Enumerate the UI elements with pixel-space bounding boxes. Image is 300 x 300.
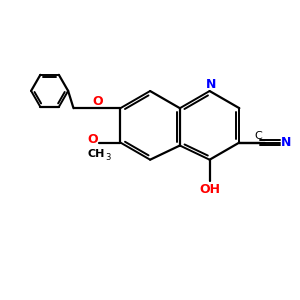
- Text: 3: 3: [106, 153, 111, 162]
- Text: O: O: [92, 95, 103, 108]
- Text: OH: OH: [199, 183, 220, 196]
- Text: CH: CH: [87, 149, 105, 159]
- Text: O: O: [87, 133, 98, 146]
- Text: N: N: [206, 78, 216, 91]
- Text: N: N: [280, 136, 291, 149]
- Text: C: C: [255, 131, 262, 141]
